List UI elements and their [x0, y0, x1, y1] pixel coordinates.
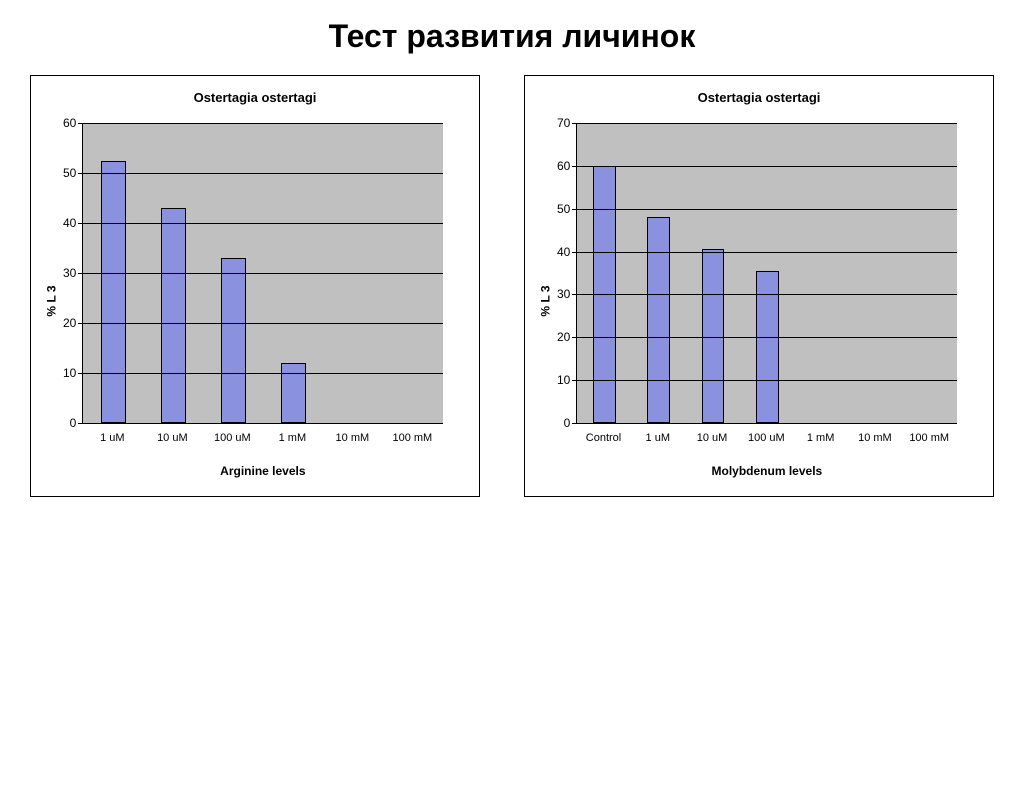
xticks-right: Control1 uM10 uM100 uM1 mM10 mM100 mM [576, 432, 956, 444]
tick-mark [572, 423, 577, 424]
xtick: 100 mM [902, 432, 956, 444]
xtick: 10 uM [142, 432, 202, 444]
tick-mark [572, 166, 577, 167]
chart-title-right: Ostertagia ostertagi [535, 90, 983, 105]
tick-mark [572, 294, 577, 295]
tick-mark [572, 337, 577, 338]
grid-line [577, 380, 957, 381]
tick-mark [572, 380, 577, 381]
grid-line [577, 123, 957, 124]
bar [647, 217, 670, 423]
tick-mark [78, 173, 83, 174]
tick-mark [78, 273, 83, 274]
xtick: 100 uM [202, 432, 262, 444]
bar [161, 208, 186, 423]
grid-line [577, 252, 957, 253]
xtick: Control [576, 432, 630, 444]
tick-mark [78, 373, 83, 374]
plot-area-right [576, 123, 957, 424]
page-title: Тест развития личинок [0, 18, 1024, 55]
chart-panel-arginine: Ostertagia ostertagi % L 3 6050403020100… [30, 75, 480, 497]
grid-line [577, 166, 957, 167]
grid-line [577, 209, 957, 210]
plot-wrap-right: Control1 uM10 uM100 uM1 mM10 mM100 mM Mo… [576, 123, 957, 478]
grid-line [83, 273, 443, 274]
xtick: 1 mM [793, 432, 847, 444]
tick-mark [572, 252, 577, 253]
bar-slot [903, 123, 957, 423]
grid-line [83, 123, 443, 124]
tick-mark [572, 209, 577, 210]
chart-body-right: % L 3 706050403020100 Control1 uM10 uM10… [535, 123, 983, 478]
tick-mark [78, 123, 83, 124]
bar [221, 258, 246, 423]
bar [281, 363, 306, 423]
bar-slot [632, 123, 686, 423]
chart-title-left: Ostertagia ostertagi [41, 90, 469, 105]
ylabel-col-right: % L 3 [535, 123, 557, 478]
bar-slot [849, 123, 903, 423]
grid-line [577, 337, 957, 338]
xticks-left: 1 uM10 uM100 uM1 mM10 mM100 mM [82, 432, 442, 444]
xlabel-left: Arginine levels [82, 464, 443, 478]
xtick: 100 mM [382, 432, 442, 444]
tick-mark [572, 123, 577, 124]
tick-mark [78, 423, 83, 424]
grid-line [83, 373, 443, 374]
chart-panel-molybdenum: Ostertagia ostertagi % L 3 7060504030201… [524, 75, 994, 497]
bar [702, 249, 725, 423]
ylabel-col-left: % L 3 [41, 123, 63, 478]
yticks-right: 706050403020100 [557, 123, 576, 423]
charts-row: Ostertagia ostertagi % L 3 6050403020100… [0, 75, 1024, 497]
ylabel-left: % L 3 [45, 285, 59, 316]
xtick: 1 uM [82, 432, 142, 444]
plot-wrap-left: 1 uM10 uM100 uM1 mM10 mM100 mM Arginine … [82, 123, 443, 478]
grid-line [577, 294, 957, 295]
xtick: 100 uM [739, 432, 793, 444]
bars-right [577, 123, 957, 423]
xlabel-right: Molybdenum levels [576, 464, 957, 478]
grid-line [83, 173, 443, 174]
chart-body-left: % L 3 6050403020100 1 uM10 uM100 uM1 mM1… [41, 123, 469, 478]
xtick: 10 mM [848, 432, 902, 444]
bar-slot [577, 123, 631, 423]
tick-mark [78, 223, 83, 224]
tick-mark [78, 323, 83, 324]
bar-slot [740, 123, 794, 423]
bar [101, 161, 126, 424]
xtick: 10 uM [685, 432, 739, 444]
grid-line [83, 323, 443, 324]
xtick: 10 mM [322, 432, 382, 444]
bar-slot [794, 123, 848, 423]
xtick: 1 mM [262, 432, 322, 444]
grid-line [83, 223, 443, 224]
ylabel-right: % L 3 [539, 285, 553, 316]
bar-slot [686, 123, 740, 423]
plot-area-left [82, 123, 443, 424]
xtick: 1 uM [631, 432, 685, 444]
